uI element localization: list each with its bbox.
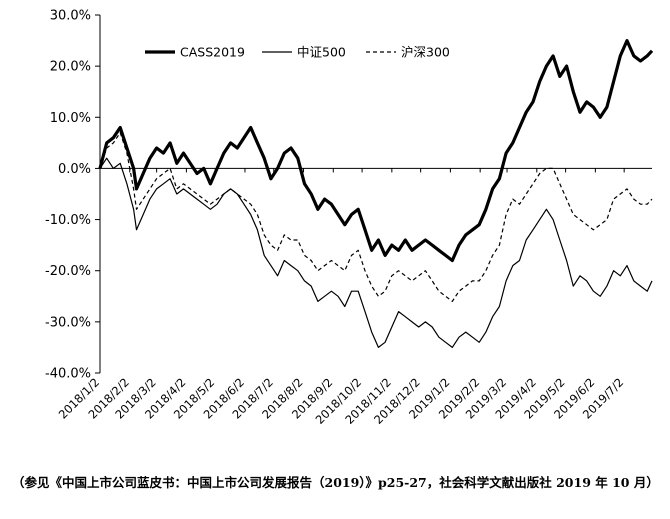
source-caption: （参见《中国上市公司蓝皮书：中国上市公司发展报告（2019）》p25-27，社会… <box>12 475 659 490</box>
series-layer <box>98 38 654 348</box>
x-axis: 2018/1/22018/2/22018/3/22018/4/22018/5/2… <box>56 167 652 427</box>
legend-label-2: 沪深300 <box>401 45 450 60</box>
y-tick-label: -20.0% <box>45 264 91 279</box>
y-tick-label: 0.0% <box>58 162 91 177</box>
legend-label-0: CASS2019 <box>180 45 245 60</box>
legend-label-1: 中证500 <box>297 45 346 60</box>
y-tick-label: -10.0% <box>45 213 91 228</box>
y-tick-label: 10.0% <box>50 111 91 126</box>
series-line-1 <box>99 157 653 348</box>
y-tick-label: 30.0% <box>50 9 91 24</box>
series-line-0 <box>98 38 654 263</box>
y-axis: 30.0% 20.0% 10.0% 0.0% -10.0% -20.0% -30.0% -40… <box>45 9 101 382</box>
y-tick-label: -30.0% <box>45 315 91 330</box>
line-chart: 30.0% 20.0% 10.0% 0.0% -10.0% -20.0% -30.0% -40… <box>45 9 654 427</box>
y-tick-label: 20.0% <box>50 60 91 75</box>
y-tick-label: -40.0% <box>45 367 91 382</box>
legend: CASS2019 中证500 沪深300 <box>145 45 450 60</box>
series-line-2 <box>99 132 653 302</box>
